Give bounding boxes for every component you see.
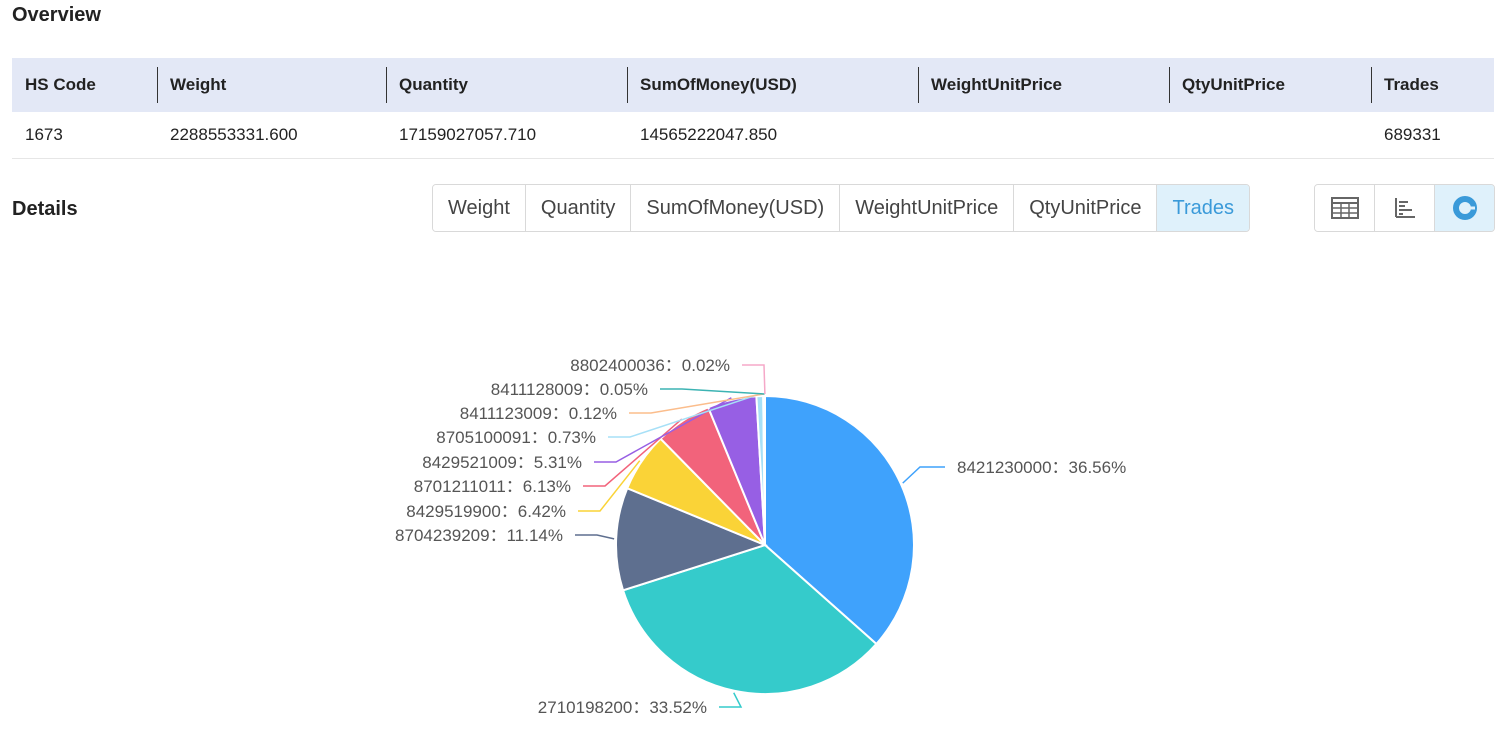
- pie-leader-line-8421230000: [902, 466, 945, 484]
- pie-leader-line-8411123009: [629, 393, 764, 414]
- pie-slice-8704239209[interactable]: [615, 486, 768, 592]
- header-weight-unit-price-label: WeightUnitPrice: [931, 75, 1062, 94]
- pie-label-8421230000: 8421230000：36.56%: [957, 458, 1126, 477]
- bar-chart-icon: [1394, 198, 1415, 218]
- tab-trades[interactable]: Trades: [1157, 185, 1249, 231]
- tab-weight-unit-price[interactable]: WeightUnitPrice: [840, 185, 1015, 231]
- overview-table: HS Code Weight Quantity SumOfMoney(USD) …: [12, 58, 1494, 159]
- pie-slice-8421230000[interactable]: [764, 394, 915, 646]
- header-trades-label: Trades: [1384, 75, 1439, 94]
- metric-tab-group: Weight Quantity SumOfMoney(USD) WeightUn…: [432, 184, 1250, 232]
- cell-sum-of-money: 14565222047.850: [627, 112, 918, 159]
- header-sum-of-money[interactable]: SumOfMoney(USD): [627, 58, 918, 112]
- pie-label-8429521009: 8429521009：5.31%: [422, 453, 582, 472]
- pie-label-8705100091: 8705100091：0.73%: [436, 428, 596, 447]
- table-row: 1673 2288553331.600 17159027057.710 1456…: [12, 112, 1494, 159]
- header-qty-unit-price[interactable]: QtyUnitPrice: [1169, 58, 1371, 112]
- header-weight-label: Weight: [170, 75, 227, 94]
- pie-slice-2710198200[interactable]: [621, 543, 878, 695]
- pie-chart: 8421230000：36.56% 2710198200：33.52% 870423…: [395, 356, 1126, 717]
- pie-label-8802400036: 8802400036：0.02%: [570, 356, 730, 375]
- pie-leader-line-8429519900: [578, 460, 641, 512]
- pie-label-8429519900: 8429519900：6.42%: [406, 502, 566, 521]
- cell-weight: 2288553331.600: [157, 112, 386, 159]
- pie-leader-line-8704239209: [575, 534, 615, 540]
- pie-label-8411123009: 8411123009：0.12%: [460, 404, 617, 423]
- details-title: Details: [12, 198, 78, 220]
- header-trades[interactable]: Trades: [1371, 58, 1494, 112]
- tab-weight[interactable]: Weight: [433, 185, 526, 231]
- cell-hs-code: 1673: [12, 112, 157, 159]
- tab-qty-unit-price[interactable]: QtyUnitPrice: [1014, 185, 1158, 231]
- overview-header-row: HS Code Weight Quantity SumOfMoney(USD) …: [12, 58, 1494, 112]
- header-weight-unit-price[interactable]: WeightUnitPrice: [918, 58, 1169, 112]
- header-sum-of-money-label: SumOfMoney(USD): [640, 75, 797, 94]
- header-qty-unit-price-label: QtyUnitPrice: [1182, 75, 1285, 94]
- pie-leader-line-8411128009: [660, 388, 765, 395]
- pie-label-8411128009: 8411128009：0.05%: [491, 380, 648, 399]
- pie-leader-line-8429521009: [594, 397, 732, 463]
- pie-leader-line-8705100091: [608, 393, 760, 438]
- header-hs-code-label: HS Code: [25, 75, 96, 94]
- cell-qty-unit-price: [1169, 112, 1371, 159]
- pie-leader-line-8701211011: [583, 418, 683, 487]
- overview-title: Overview: [12, 4, 101, 26]
- pie-label-8701211011: 8701211011：6.13%: [414, 477, 571, 496]
- header-weight[interactable]: Weight: [157, 58, 386, 112]
- cell-trades: 689331: [1371, 112, 1494, 159]
- pie-chart-icon: [1452, 196, 1477, 220]
- pie-label-8704239209: 8704239209：11.14%: [395, 526, 563, 545]
- pie-leader-line-8802400036: [742, 364, 766, 395]
- cell-weight-unit-price: [918, 112, 1169, 159]
- cell-quantity: 17159027057.710: [386, 112, 627, 159]
- header-quantity[interactable]: Quantity: [386, 58, 627, 112]
- pie-view-button[interactable]: [1435, 185, 1494, 231]
- header-quantity-label: Quantity: [399, 75, 468, 94]
- view-mode-group: [1314, 184, 1495, 232]
- bar-view-button[interactable]: [1375, 185, 1435, 231]
- pie-label-2710198200: 2710198200：33.52%: [538, 698, 707, 717]
- pie-leader-line-2710198200: [719, 692, 743, 708]
- header-hs-code[interactable]: HS Code: [12, 58, 157, 112]
- tab-quantity[interactable]: Quantity: [525, 185, 632, 231]
- tab-sum-of-money[interactable]: SumOfMoney(USD): [631, 185, 841, 231]
- table-icon: [1330, 197, 1359, 219]
- table-view-button[interactable]: [1315, 185, 1375, 231]
